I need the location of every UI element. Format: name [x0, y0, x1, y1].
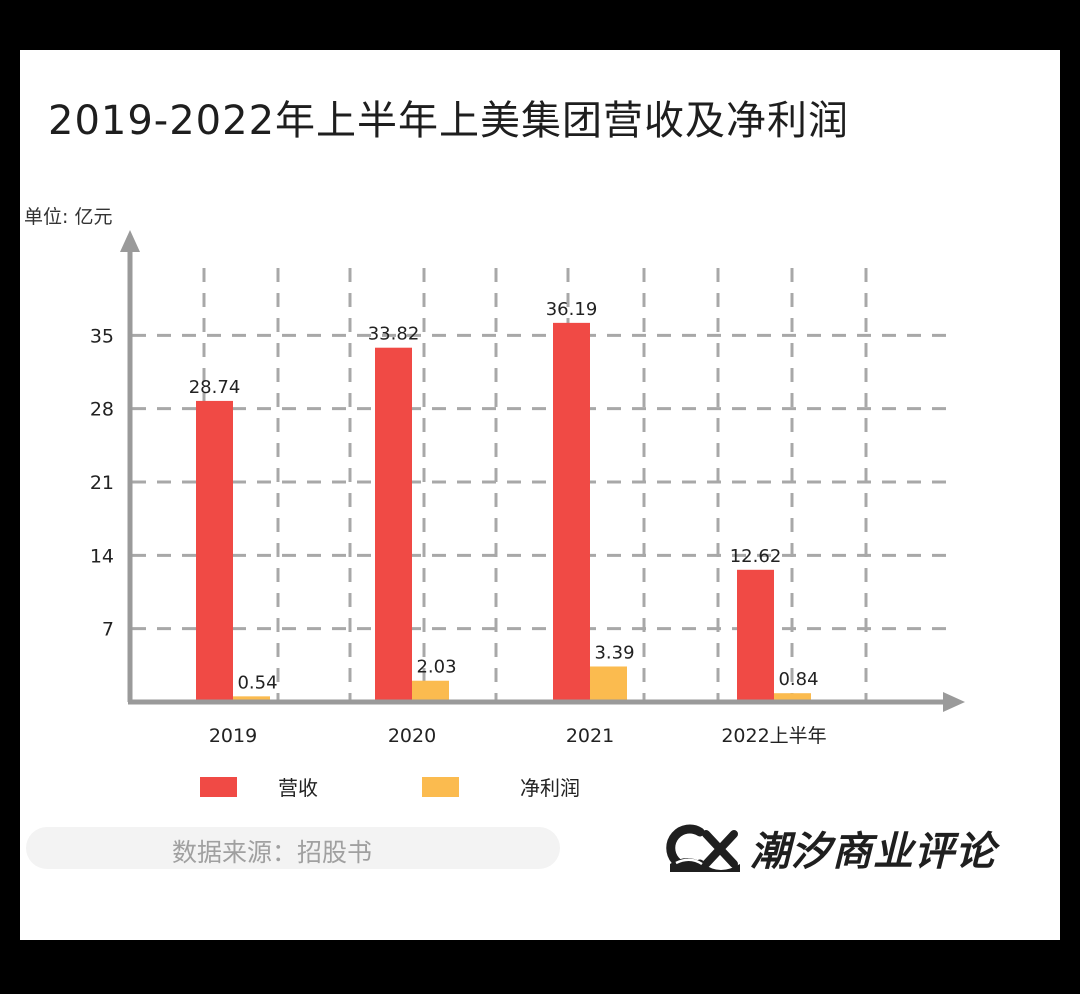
legend-label: 营收: [278, 776, 318, 800]
unit-label: 单位: 亿元: [24, 206, 113, 228]
source-pill: 数据来源：招股书: [26, 827, 560, 869]
revenue-bar: [553, 322, 590, 702]
net-profit-bar: [233, 696, 270, 702]
net-profit-bar: [412, 680, 449, 702]
x-tick-label: 2022上半年: [721, 725, 826, 747]
axes: [120, 230, 965, 712]
y-tick-label: 28: [90, 399, 114, 421]
y-tick-label: 35: [90, 325, 114, 347]
revenue-data-label: 12.62: [730, 546, 782, 567]
revenue-data-label: 36.19: [546, 299, 598, 320]
y-tick-label: 7: [102, 619, 114, 641]
source-note: 数据来源：招股书: [172, 838, 373, 867]
net-profit-data-label: 0.84: [778, 669, 818, 690]
legend: 营收 净利润: [200, 776, 580, 800]
grid: [132, 268, 955, 702]
chart-card: 2019-2022年上半年上美集团营收及净利润 单位: 亿元 7 14 21 28 35…: [20, 50, 1060, 940]
x-tick-labels: 2019 2020 2021 2022上半年: [209, 725, 827, 747]
data-labels: 28.74 33.82 36.19 12.62 0.54 2.03 3.39 0.84: [189, 299, 819, 693]
x-tick-label: 2020: [388, 725, 436, 747]
legend-label: 净利润: [520, 776, 580, 800]
chart-title: 2019-2022年上半年上美集团营收及净利润: [48, 98, 850, 144]
y-tick-label: 21: [90, 472, 114, 494]
revenue-data-label: 28.74: [189, 377, 241, 398]
y-axis-arrow: [120, 230, 140, 252]
cx-wave-logo-icon: [666, 824, 740, 872]
y-tick-label: 14: [90, 545, 114, 567]
net-profit-bar: [590, 666, 627, 702]
y-tick-labels: 7 14 21 28 35: [90, 325, 114, 640]
x-tick-label: 2019: [209, 725, 257, 747]
brand-name: 潮汐商业评论: [750, 829, 996, 875]
bar-chart: 7 14 21 28 35 2019 2020 2021 2022上半年 28.74 33.82…: [90, 230, 965, 800]
net-profit-data-label: 2.03: [416, 657, 456, 678]
net-profit-bar: [774, 693, 811, 702]
net-profit-data-label: 3.39: [594, 642, 634, 663]
revenue-bar: [375, 347, 412, 702]
revenue-bar: [737, 569, 774, 702]
net-profit-data-label: 0.54: [237, 672, 277, 693]
bars: [196, 322, 811, 702]
revenue-bar: [196, 400, 233, 702]
legend-swatch: [200, 777, 237, 797]
brand: 潮汐商业评论: [664, 818, 996, 878]
x-axis-arrow: [943, 692, 965, 712]
revenue-data-label: 33.82: [368, 324, 420, 345]
x-tick-label: 2021: [566, 725, 614, 747]
legend-swatch: [422, 777, 459, 797]
